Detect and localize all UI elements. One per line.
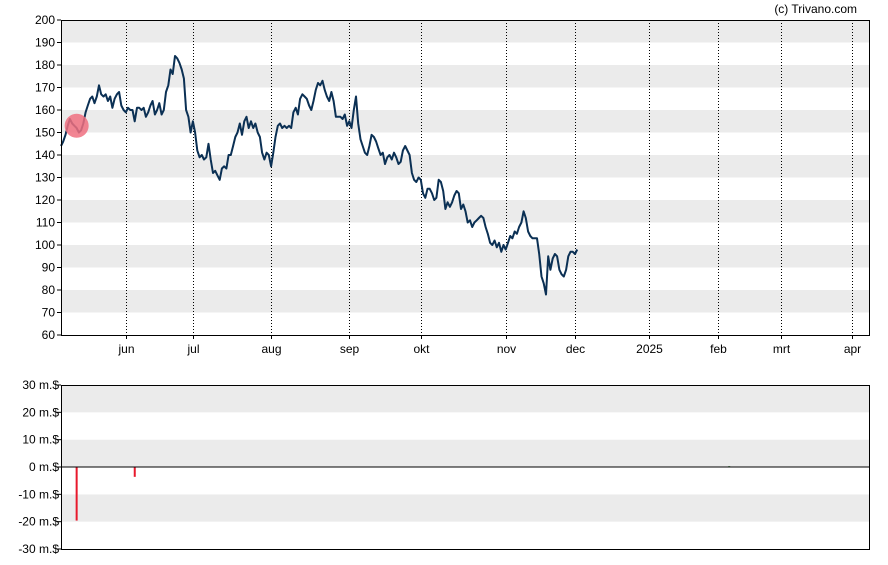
price-tick-label: 160 xyxy=(35,103,55,117)
volume-band xyxy=(61,385,870,413)
price-tick-label: 80 xyxy=(42,283,56,297)
price-band xyxy=(61,87,870,110)
price-line xyxy=(60,55,579,296)
volume-tick-label: -30 m.$ xyxy=(18,542,59,556)
date-tick-label: dec xyxy=(566,342,585,356)
price-tick-label: 110 xyxy=(36,216,55,230)
price-tick-label: 130 xyxy=(35,171,55,185)
date-axis-ticks: jun jul aug sep okt nov dec 2025 feb mrt apr xyxy=(117,335,861,356)
price-band xyxy=(61,155,870,178)
price-band xyxy=(61,245,870,268)
volume-tick-label: -10 m.$ xyxy=(18,487,59,501)
volume-tick-label: 20 m.$ xyxy=(22,405,59,419)
date-tick-label: apr xyxy=(844,342,861,356)
price-band xyxy=(61,132,870,155)
price-panel-bands xyxy=(61,20,870,335)
price-tick-label: 60 xyxy=(42,328,56,342)
price-axis-ticks: 60 70 80 90 100 110 120 130 140 150 160 170 180 190 20… xyxy=(35,13,61,342)
date-tick-label: jun xyxy=(117,342,134,356)
credit-text: (c) Trivano.com xyxy=(774,2,857,16)
price-tick-label: 100 xyxy=(35,238,55,252)
price-band xyxy=(61,177,870,200)
volume-band xyxy=(61,439,870,467)
volume-band xyxy=(61,494,870,522)
price-band xyxy=(61,65,870,88)
date-tick-label: 2025 xyxy=(636,342,663,356)
price-tick-label: 140 xyxy=(35,148,55,162)
price-band xyxy=(61,290,870,313)
price-tick-label: 190 xyxy=(35,36,55,50)
volume-axis-ticks: -30 m.$ -20 m.$ -10 m.$ 0 m.$ 10 m.$ 20 m.$ 30… xyxy=(18,378,61,556)
date-tick-label: jul xyxy=(186,342,199,356)
volume-band xyxy=(61,412,870,440)
price-tick-label: 200 xyxy=(35,13,55,27)
price-band xyxy=(61,110,870,133)
volume-tick-label: 10 m.$ xyxy=(22,433,59,447)
date-tick-label: okt xyxy=(413,342,430,356)
date-tick-label: nov xyxy=(497,342,516,356)
volume-band xyxy=(61,467,870,495)
price-tick-label: 150 xyxy=(35,126,55,140)
price-band xyxy=(61,267,870,290)
volume-bar xyxy=(133,467,136,477)
volume-bar xyxy=(75,467,78,521)
price-band xyxy=(61,20,870,43)
date-tick-label: sep xyxy=(340,342,360,356)
date-tick-label: mrt xyxy=(773,342,791,356)
price-tick-label: 120 xyxy=(35,193,55,207)
volume-panel-bands xyxy=(61,385,870,549)
volume-tick-label: 30 m.$ xyxy=(22,378,59,392)
price-panel-frame xyxy=(61,20,870,336)
price-tick-label: 70 xyxy=(42,306,56,320)
volume-tick-label: 0 m.$ xyxy=(29,460,59,474)
price-tick-label: 180 xyxy=(35,58,55,72)
price-band xyxy=(61,312,870,335)
volume-tick-label: -20 m.$ xyxy=(18,515,59,529)
volume-panel-frame xyxy=(61,385,870,550)
date-tick-label: feb xyxy=(710,342,727,356)
volume-band xyxy=(61,521,870,549)
price-marker xyxy=(64,113,89,138)
price-tick-label: 170 xyxy=(35,81,55,95)
price-band xyxy=(61,222,870,245)
date-tick-label: aug xyxy=(261,342,281,356)
price-band xyxy=(61,42,870,65)
price-tick-label: 90 xyxy=(42,261,56,275)
